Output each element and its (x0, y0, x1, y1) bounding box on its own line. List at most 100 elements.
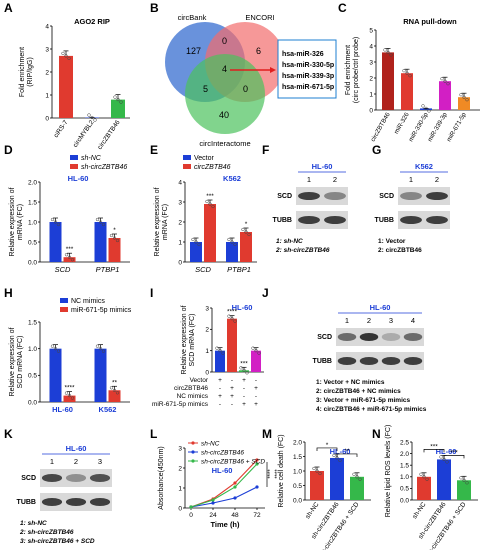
chart-subtitle: HL-60 (436, 447, 457, 456)
significance-bracket (423, 449, 445, 453)
data-point (402, 69, 406, 73)
significance-label: **** (275, 469, 281, 479)
y-tick-label: 1 (205, 348, 209, 355)
data-point (425, 477, 429, 481)
bar (310, 471, 324, 500)
y-tick-label: 2.0 (28, 179, 37, 186)
lane-number: 1 (50, 457, 54, 466)
y-tick-label: 5 (369, 27, 373, 34)
y-axis-label: Relative expression of (154, 188, 161, 257)
y-tick-label: 1.0 (28, 219, 37, 226)
data-point (465, 98, 469, 102)
data-point (445, 460, 449, 464)
y-tick-label: 0.5 (28, 239, 37, 246)
series-point (255, 458, 259, 462)
mirna-box (277, 39, 337, 99)
legend-label: circZBTB46 (194, 164, 231, 171)
y-tick-label: 1.5 (400, 463, 409, 470)
blot-band (381, 333, 401, 341)
data-point (233, 242, 237, 247)
blot-band (89, 498, 111, 506)
data-point (87, 113, 91, 117)
bar (108, 238, 121, 262)
y-tick-label: 1.5 (28, 319, 37, 326)
bar (63, 395, 76, 402)
y-axis-label: Fold enrichment (345, 45, 352, 95)
data-point (109, 233, 114, 238)
legend-label: NC mimics (71, 298, 105, 305)
bar (190, 242, 202, 262)
blot-cell-line: HL-60 (66, 444, 87, 453)
data-point (194, 240, 198, 244)
band-label: TUBB (17, 499, 36, 506)
x-tick-label: sh-NC (304, 501, 320, 520)
significance-label: ** (344, 448, 350, 455)
y-tick-label: 1 (45, 92, 49, 99)
y-tick-label: 1.5 (28, 199, 37, 206)
blot-band (403, 333, 423, 341)
blot-legend: 3: Vector + miR-671-5p mimics (316, 397, 410, 404)
legend-label: miR-671-5p mimics (71, 307, 132, 314)
bar (59, 55, 73, 118)
blot-legend: 1: sh-NC (276, 238, 303, 245)
panel-a: 0 1 2 3 4 Fold enrichment (RIP/IgG) AGO2 RIP ciR… (19, 17, 130, 151)
data-point (241, 227, 245, 232)
x-tick-label: SCD (195, 265, 211, 274)
series-point (233, 481, 237, 485)
y-tick-label: 1.0 (400, 474, 409, 481)
y-tick-label: 0 (178, 259, 182, 266)
band-label: SCD (317, 334, 332, 341)
blot-band (400, 192, 422, 200)
data-point (405, 71, 409, 75)
data-point (251, 346, 255, 350)
band-label: SCD (21, 475, 36, 482)
legend-marker (191, 459, 195, 463)
data-point (98, 347, 103, 351)
bar (204, 204, 216, 262)
data-point (221, 351, 225, 355)
blot-legend: 1: Vector (378, 238, 406, 245)
data-point (459, 476, 463, 480)
legend-marker (191, 441, 195, 445)
panel-m: 0.0 0.5 1.0 1.5 2.0 Relative cell death (FC) H… (278, 434, 371, 550)
blot-cell-line: HL-60 (370, 303, 391, 312)
bar (251, 350, 261, 372)
significance-label: **** (64, 385, 75, 392)
data-point (50, 344, 55, 348)
lane-number: 1 (307, 175, 311, 184)
panel-letter-f: F (262, 143, 269, 157)
blot-legend: 2: sh-circZBTB46 (19, 529, 74, 536)
series-point (211, 501, 215, 505)
data-point (197, 242, 201, 247)
y-tick-label: 1.0 (28, 346, 37, 353)
y-axis-label: SCD mRNA (FC) (189, 314, 196, 367)
blot-strip (398, 187, 450, 205)
significance-label: *** (206, 193, 214, 200)
data-point (358, 477, 362, 481)
y-axis-label: Relative expression of (9, 188, 16, 257)
data-point (355, 475, 359, 479)
blot-legend: 1: sh-NC (20, 520, 47, 527)
blot-band (359, 357, 379, 365)
y-tick-label: 0.0 (293, 497, 302, 504)
data-point (93, 118, 97, 122)
bar (437, 459, 451, 500)
bar (111, 99, 125, 118)
significance-label: *** (240, 360, 248, 367)
series-point (233, 485, 237, 489)
data-point (70, 258, 75, 262)
panel-letter-i: I (150, 286, 153, 300)
lane-number: 2 (333, 175, 337, 184)
y-tick-label: 3 (205, 305, 209, 312)
blot-band (65, 498, 87, 506)
data-point (422, 475, 426, 479)
y-tick-label: 1.0 (293, 468, 302, 475)
data-point (112, 388, 117, 392)
data-point (101, 222, 106, 227)
data-point (215, 346, 219, 350)
bar (350, 476, 364, 500)
x-tick-label: sh-NC (411, 501, 427, 520)
y-tick-label: 2 (369, 75, 373, 82)
y-axis-label: SCD mRNA (FC) (17, 336, 24, 389)
blot-strip (336, 328, 424, 346)
